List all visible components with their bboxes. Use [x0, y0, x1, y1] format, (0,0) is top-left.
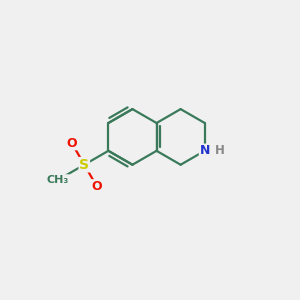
Text: S: S	[79, 158, 89, 172]
Text: O: O	[92, 180, 102, 193]
Text: H: H	[215, 144, 225, 157]
Text: O: O	[67, 136, 77, 149]
Text: CH₃: CH₃	[47, 175, 69, 185]
Text: N: N	[200, 144, 210, 157]
